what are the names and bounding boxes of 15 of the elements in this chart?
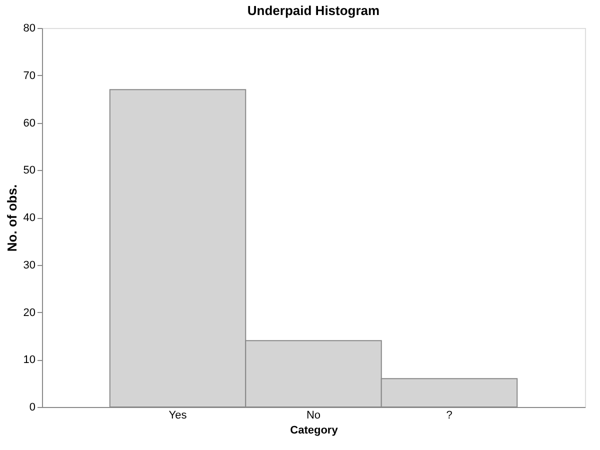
x-tick-label: Yes (168, 410, 188, 422)
y-tick-label: 20 (23, 306, 36, 319)
y-tick-label: 70 (23, 70, 36, 82)
y-tick-label: 10 (23, 354, 36, 366)
x-axis-title: Category (290, 424, 339, 436)
y-tick-label: 30 (23, 259, 36, 272)
y-tick-label: 40 (23, 212, 36, 224)
y-axis-title: No. of obs. (4, 184, 20, 252)
y-tick-label: 50 (23, 164, 36, 177)
chart-title: Underpaid Histogram (247, 3, 380, 18)
y-tick-label: 80 (23, 22, 36, 34)
y-tick-label: 0 (29, 402, 36, 414)
y-tick-label: 60 (23, 117, 36, 130)
x-tick-label: ? (446, 410, 452, 422)
x-tick-label: No (306, 410, 321, 422)
